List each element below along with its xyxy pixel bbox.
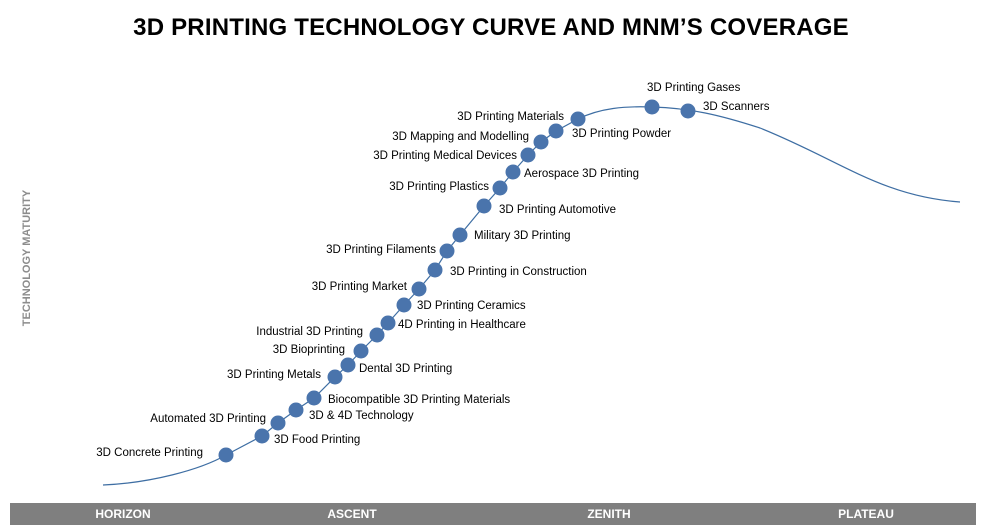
technology-label: Biocompatible 3D Printing Materials: [328, 394, 510, 406]
technology-label: 3D Printing in Construction: [450, 266, 587, 278]
technology-label: 3D Printing Automotive: [499, 204, 616, 216]
technology-label: 3D Printing Powder: [572, 128, 671, 140]
technology-label: Industrial 3D Printing: [256, 326, 363, 338]
technology-marker: [476, 198, 492, 214]
technology-markers: [218, 99, 696, 463]
technology-marker: [644, 99, 660, 115]
technology-label: 3D Mapping and Modelling: [392, 131, 529, 143]
technology-label: 3D Printing Gases: [647, 82, 741, 94]
technology-label: 3D Printing Filaments: [326, 244, 436, 256]
technology-marker: [218, 447, 234, 463]
technology-marker: [254, 428, 270, 444]
technology-label: 3D Printing Medical Devices: [373, 150, 517, 162]
technology-label: 3D Printing Materials: [457, 111, 564, 123]
technology-label: 3D Printing Market: [312, 281, 408, 293]
technology-marker: [306, 390, 322, 406]
phase-zenith: ZENITH: [587, 507, 631, 521]
technology-label: Military 3D Printing: [474, 230, 571, 242]
technology-marker: [288, 402, 304, 418]
technology-label: 3D Printing Metals: [227, 369, 321, 381]
technology-labels: 3D Concrete Printing 3D Food Printing Auto…: [96, 82, 769, 459]
page-title: 3D PRINTING TECHNOLOGY CURVE AND MNM’S C…: [133, 14, 849, 41]
technology-marker: [411, 281, 427, 297]
technology-marker: [533, 134, 549, 150]
phase-plateau: PLATEAU: [838, 507, 894, 521]
technology-label: Aerospace 3D Printing: [524, 168, 639, 180]
technology-label: 3D Printing Ceramics: [417, 300, 526, 312]
technology-marker: [353, 343, 369, 359]
phase-bar: HORIZON ASCENT ZENITH PLATEAU: [10, 503, 976, 525]
technology-label: Dental 3D Printing: [359, 363, 452, 375]
technology-marker: [327, 369, 343, 385]
technology-marker: [396, 297, 412, 313]
phase-ascent: ASCENT: [327, 507, 377, 521]
technology-label: 3D Scanners: [703, 101, 770, 113]
technology-marker: [439, 243, 455, 259]
technology-marker: [505, 164, 521, 180]
technology-marker: [492, 180, 508, 196]
technology-label: 3D Printing Plastics: [389, 181, 489, 193]
technology-marker: [340, 357, 356, 373]
technology-label: Automated 3D Printing: [150, 413, 266, 425]
maturity-curve: [102, 106, 961, 486]
technology-marker: [548, 123, 564, 139]
technology-marker: [380, 315, 396, 331]
technology-label: 3D Food Printing: [274, 434, 360, 446]
technology-marker: [270, 415, 286, 431]
technology-label: 4D Printing in Healthcare: [398, 319, 526, 331]
technology-label: 3D & 4D Technology: [309, 410, 414, 422]
technology-marker: [369, 327, 385, 343]
technology-marker: [570, 111, 586, 127]
technology-marker: [427, 262, 443, 278]
technology-marker: [680, 103, 696, 119]
phase-horizon: HORIZON: [95, 507, 151, 521]
technology-marker: [520, 147, 536, 163]
technology-label: 3D Bioprinting: [273, 344, 345, 356]
technology-marker: [452, 227, 468, 243]
technology-label: 3D Concrete Printing: [96, 447, 203, 459]
